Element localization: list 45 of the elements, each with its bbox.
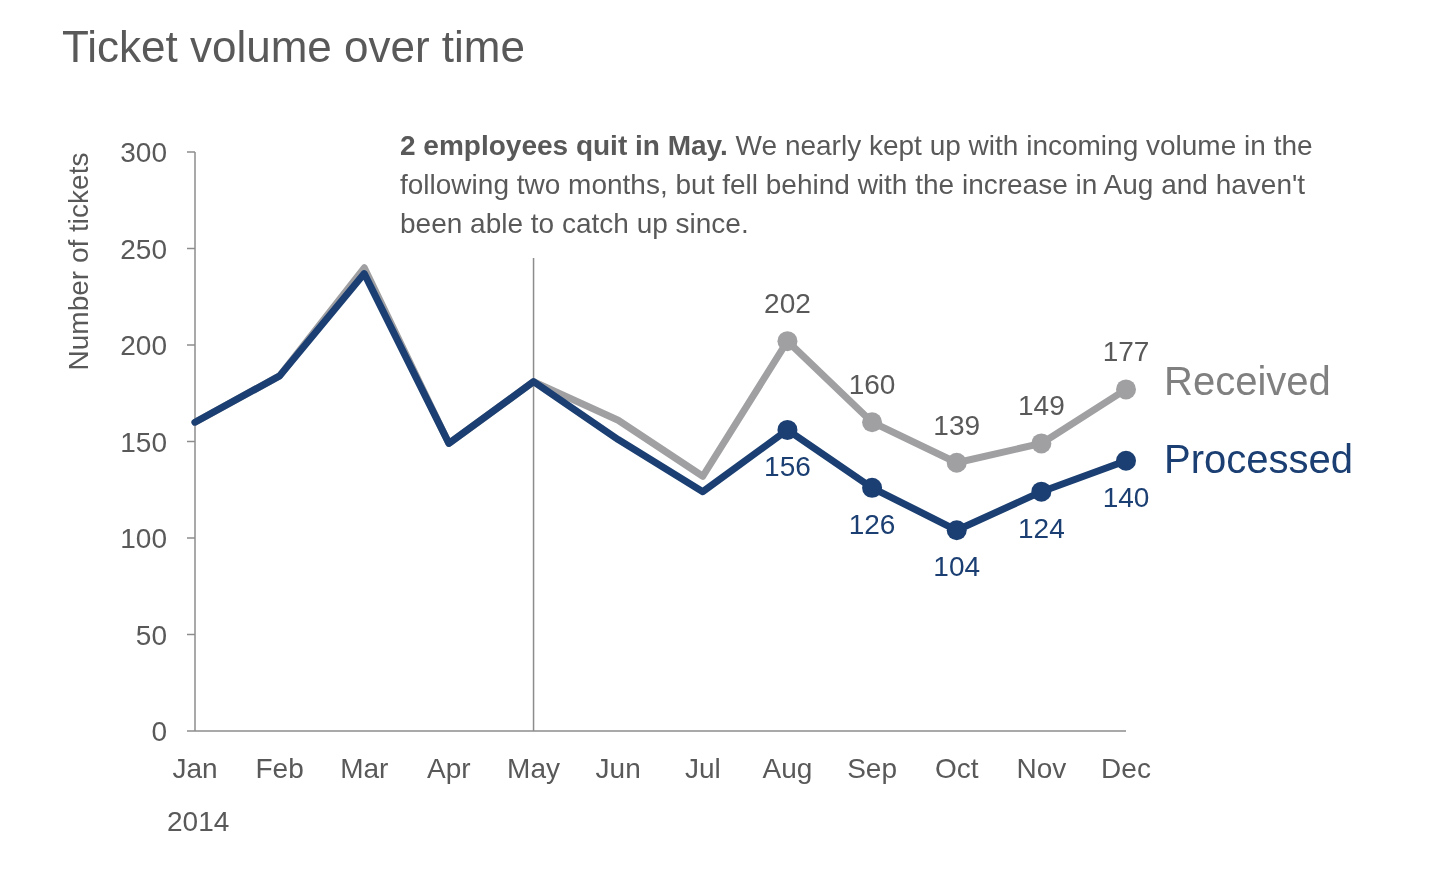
y-axis-title: Number of tickets	[63, 152, 94, 371]
data-label: 160	[848, 369, 896, 401]
x-tick-label: Jun	[595, 753, 641, 784]
data-label: 139	[933, 409, 981, 441]
x-tick-label: Dec	[1101, 753, 1151, 784]
data-label: 126	[848, 508, 896, 540]
point	[946, 452, 967, 473]
x-axis-title: 2014	[167, 806, 230, 837]
x-tick-label: Jan	[172, 753, 218, 784]
data-label: 124	[1018, 512, 1065, 544]
data-label: 202	[764, 288, 811, 320]
y-tick-label: 150	[120, 426, 167, 458]
x-tick-label: Oct	[934, 753, 979, 784]
text: 2 employees quit in May. We nearly kept up with incoming volume in the following two months, but fell behind with the increase in Aug and haven't been able to catch up since.	[400, 130, 1313, 239]
x-tick-label: May	[507, 753, 560, 784]
y-tick-label: 200	[120, 330, 167, 361]
data-label: 149	[1018, 390, 1065, 422]
point	[1031, 433, 1052, 454]
data-label: 177	[1102, 336, 1150, 368]
point	[1116, 450, 1136, 471]
x-tick-label: Nov	[1016, 753, 1067, 784]
data-label: 104	[933, 551, 981, 583]
y-tick-label: 250	[120, 233, 167, 265]
x-tick-label: Apr	[427, 753, 471, 784]
series-label: Processed	[1164, 436, 1353, 481]
x-tick-label: Aug	[762, 753, 813, 784]
data-label: 140	[1102, 481, 1150, 513]
data-label: 156	[764, 450, 811, 482]
y-tick-label: 300	[120, 137, 167, 168]
point	[1116, 379, 1136, 400]
point	[862, 412, 883, 433]
chart-title: Ticket volume over time	[62, 22, 525, 71]
y-tick-label: 50	[135, 619, 167, 651]
y-tick-label: 0	[151, 716, 167, 747]
y-tick-label: 100	[120, 523, 167, 554]
point	[946, 520, 967, 541]
x-tick-label: Jul	[684, 753, 721, 784]
point	[862, 477, 883, 498]
point	[777, 331, 798, 352]
x-tick-label: Mar	[340, 753, 389, 784]
x-tick-label: Feb	[255, 753, 304, 784]
series-label: Received	[1164, 359, 1331, 404]
point	[777, 419, 798, 440]
x-tick-label: Sep	[847, 753, 897, 784]
point	[1031, 481, 1052, 502]
